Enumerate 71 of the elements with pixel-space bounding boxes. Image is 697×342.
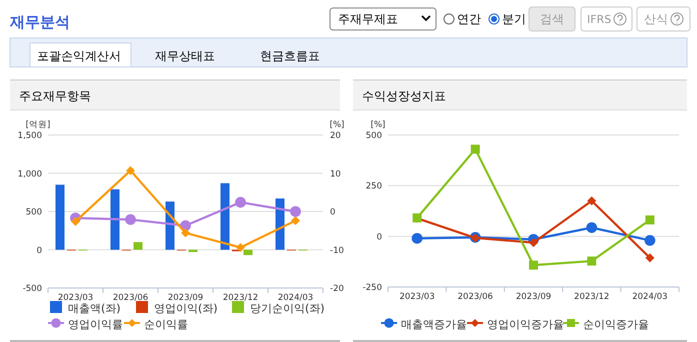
bar [56,184,64,250]
x-tick-label: 2023/09 [168,293,204,303]
x-tick-label: 2023/09 [516,292,552,302]
y2-tick-label: 10 [330,169,341,180]
point [125,214,136,225]
y-tick-label: -500 [22,284,42,294]
y2-tick-label: -10 [330,246,344,256]
text: 재무상태표 [155,49,215,63]
dropdown-field: 주재무제표 [330,8,436,30]
point [645,215,654,224]
legend-label: 매출액(좌) [68,302,121,315]
y2-tick-label: 20 [330,131,341,141]
bar [220,183,230,250]
legend-label: 영업이익증가율 [487,318,564,331]
point [291,216,300,226]
point [529,238,538,248]
bar [244,250,252,256]
x-tick-label: 2023/03 [58,293,94,303]
point [412,232,422,244]
point [181,228,190,238]
point [645,253,654,262]
legend-label: 매출액증가율 [401,318,467,331]
y-tick-label: 0 [36,246,42,256]
y-tick-label: 500 [366,131,382,141]
text: 포괄손익계산서 [37,49,121,63]
y-axis-title: [억원] [26,120,50,130]
point [126,166,135,176]
y-tick-label: 250 [366,182,382,192]
legend-label: 영업이익(좌) [154,302,218,315]
point [529,260,538,270]
x-tick-label: 2023/06 [112,293,148,303]
point [470,144,480,154]
legend-label: 영업이익률 [68,318,123,331]
point [587,196,596,206]
x-tick-label: 2023/12 [222,293,258,303]
y-tick-label: 1,500 [18,131,42,141]
x-tick-label: 2024/03 [632,292,668,302]
legend-label: 순이익률 [144,318,188,331]
point [644,234,656,246]
x-tick-label: 2023/03 [399,292,435,302]
chart-title: 수익성장성지표 [362,89,446,103]
point [290,206,301,217]
text: 검색 [540,12,564,26]
y-tick-label: 500 [26,208,42,218]
y2-axis-title: [%] [330,120,344,130]
x-tick-label: 2023/06 [458,292,493,302]
text: 산식 [644,12,668,26]
point [236,242,245,252]
bar [110,189,120,250]
y2-tick-label: -20 [330,284,344,294]
y-axis-title: [%] [370,120,386,130]
legend-label: 순이익증가율 [583,318,649,331]
x-tick-label: 2023/12 [574,292,610,302]
legend-label: 당기순이익(좌) [250,302,325,315]
text: IFRS [587,13,612,26]
x-tick-label: 2024/03 [278,293,314,303]
text: 재무분석 [9,13,70,31]
text: 현금흐름표 [260,49,320,63]
y-tick-label: 0 [376,232,382,242]
point [235,196,246,208]
y-tick-label: 1,000 [18,169,42,180]
point [587,256,596,266]
chart-title: 주요재무항목 [19,89,91,103]
text: 분기 [502,12,526,26]
bar [134,242,142,250]
y-tick-label: -250 [362,283,382,293]
bar [276,198,284,250]
point [71,216,80,226]
text: 연간 [457,12,481,26]
point [586,222,598,234]
y2-tick-label: 0 [330,208,336,218]
